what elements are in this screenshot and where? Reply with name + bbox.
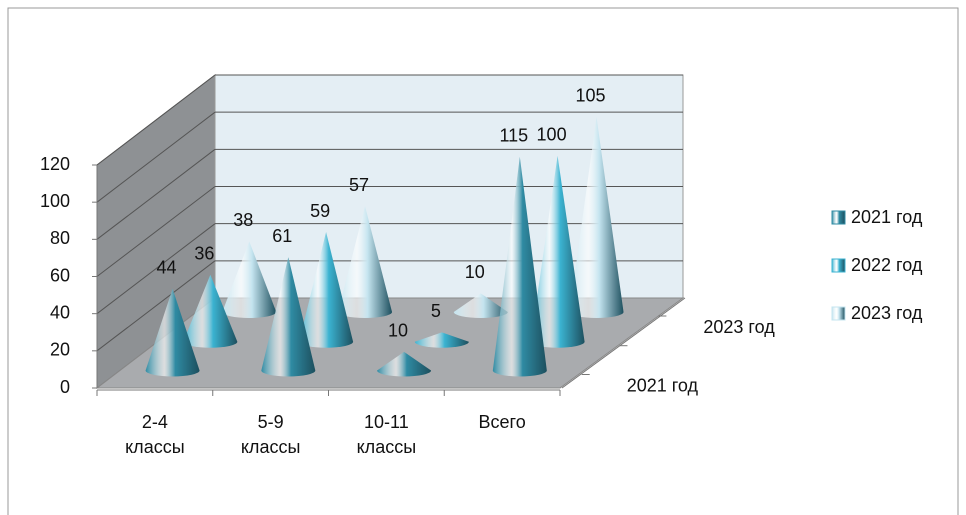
grid-line <box>96 260 216 352</box>
value-label: 10 <box>465 262 485 282</box>
grid-line <box>96 74 216 166</box>
cone <box>414 332 469 348</box>
value-label: 105 <box>576 86 606 106</box>
value-label: 5 <box>431 301 441 321</box>
legend-label: 2023 год <box>851 303 923 323</box>
grid-line <box>96 223 216 315</box>
value-label: 10 <box>388 321 408 341</box>
grid-line <box>96 148 216 240</box>
cone <box>145 288 200 377</box>
depth-tick-label: 2023 год <box>703 317 775 337</box>
y-tick-label: 100 <box>40 191 70 211</box>
y-tick-label: 40 <box>50 302 70 322</box>
cone <box>222 241 277 318</box>
y-tick-label: 80 <box>50 228 70 248</box>
y-tick-label: 20 <box>50 340 70 360</box>
x-tick-label: Всего <box>478 412 526 432</box>
cone <box>299 232 354 348</box>
legend-swatch <box>831 306 846 321</box>
chart-border <box>7 7 959 515</box>
value-label: 44 <box>157 257 177 277</box>
cone <box>453 293 508 318</box>
value-label: 100 <box>537 125 567 145</box>
value-label: 36 <box>194 244 214 264</box>
value-label: 57 <box>349 175 369 195</box>
grid-line <box>96 111 216 203</box>
grid-line <box>96 186 216 277</box>
legend-swatch <box>831 210 846 225</box>
depth-axis <box>561 297 686 389</box>
y-tick-label: 0 <box>60 377 70 397</box>
legend-label: 2021 год <box>851 207 923 227</box>
cone <box>183 274 238 348</box>
legend-swatch <box>831 258 846 273</box>
cone <box>569 116 624 318</box>
y-tick-label: 60 <box>50 265 70 285</box>
cone <box>338 206 393 318</box>
y-tick-label: 120 <box>40 154 70 174</box>
cone <box>530 155 585 348</box>
legend-label: 2022 год <box>851 255 923 275</box>
x-tick-label: 2-4 классы <box>125 412 185 457</box>
value-label: 59 <box>310 201 330 221</box>
cone <box>377 351 432 377</box>
x-tick-label: 10-11 классы <box>356 412 417 457</box>
cone <box>261 257 316 377</box>
value-label: 38 <box>233 210 253 230</box>
x-tick-label: 5-9 классы <box>240 412 301 457</box>
cone <box>492 156 547 377</box>
value-label: 115 <box>499 126 528 146</box>
depth-tick-label: 2021 год <box>627 375 699 395</box>
value-label: 61 <box>272 226 292 246</box>
